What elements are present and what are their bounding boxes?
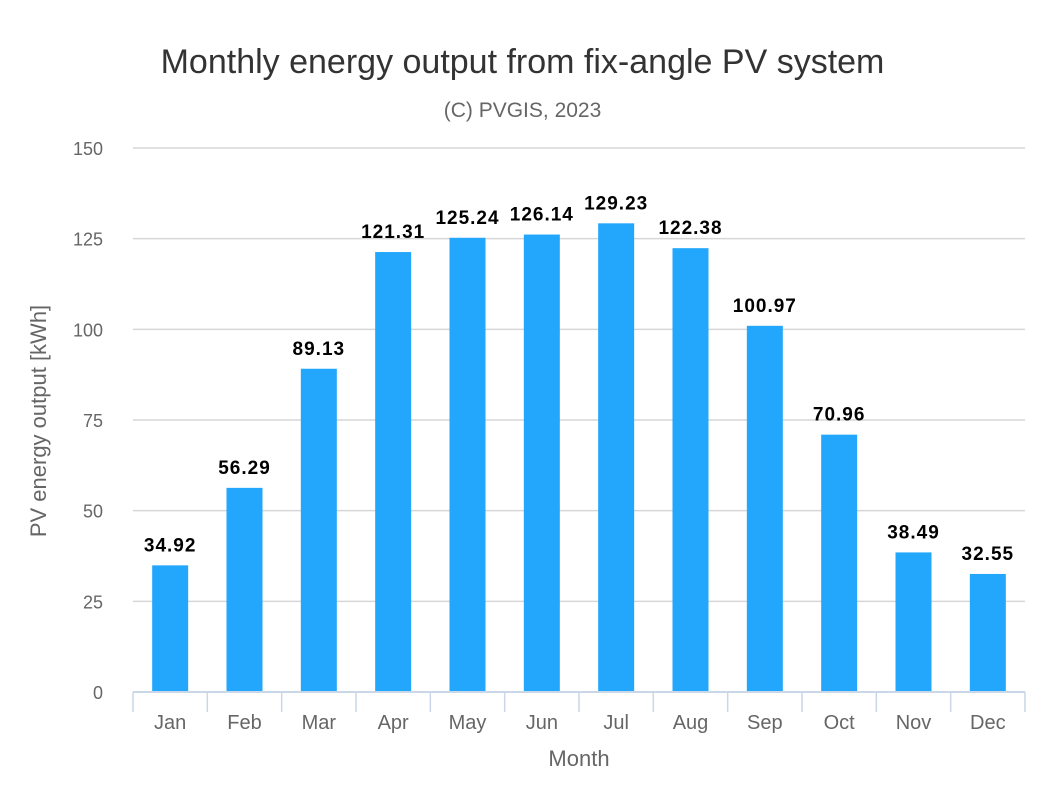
chart-title: Monthly energy output from fix-angle PV … — [0, 43, 1045, 82]
data-label: 121.31 — [361, 222, 425, 243]
data-label: 126.14 — [510, 205, 574, 226]
bar-feb — [226, 487, 263, 692]
bar-mar — [300, 368, 337, 692]
data-label: 38.49 — [887, 522, 940, 543]
data-label: 129.23 — [584, 193, 648, 214]
bar-may — [449, 237, 486, 692]
x-tick-label: Mar — [302, 712, 337, 734]
y-tick-label: 100 — [73, 320, 103, 340]
data-label: 34.92 — [144, 535, 197, 556]
data-label: 32.55 — [962, 544, 1015, 565]
y-tick-label: 75 — [83, 411, 103, 431]
gridlines — [133, 147, 1025, 603]
x-tick-label: Feb — [227, 712, 261, 734]
data-label: 56.29 — [218, 458, 271, 479]
y-tick-label: 50 — [83, 502, 103, 522]
x-tick-label: Nov — [896, 712, 932, 734]
y-axis-ticks: 0 25 50 75 100 125 150 — [73, 139, 103, 703]
x-tick-label: Aug — [673, 712, 709, 734]
bar-jul — [598, 223, 635, 692]
bar-jun — [523, 234, 560, 692]
x-tick-label: May — [449, 712, 487, 734]
x-tick-label: Oct — [824, 712, 856, 734]
chart-subtitle: (C) PVGIS, 2023 — [443, 99, 602, 122]
y-tick-label: 125 — [73, 230, 103, 250]
y-tick-label: 0 — [93, 683, 103, 703]
x-tick-label: Jul — [603, 712, 629, 734]
x-axis-title: Month — [548, 746, 609, 771]
data-label: 100.97 — [733, 296, 797, 317]
x-tick-label: Jun — [526, 712, 558, 734]
data-label: 70.96 — [813, 405, 866, 426]
x-tick-label: Dec — [970, 712, 1006, 734]
bar-oct — [821, 434, 858, 692]
bars — [152, 223, 1006, 693]
y-axis-title: PV energy output [kWh] — [26, 305, 51, 537]
chart-title-text: Monthly energy output from fix-angle PV … — [160, 43, 885, 81]
data-labels: 34.92 56.29 89.13 121.31 125.24 126.14 129.23 1… — [144, 193, 1015, 565]
y-tick-label: 150 — [73, 139, 103, 159]
data-label: 122.38 — [658, 218, 722, 239]
bar-aug — [672, 248, 709, 693]
x-tick-label: Sep — [747, 712, 783, 734]
bar-apr — [375, 252, 412, 692]
bar-jan — [152, 565, 189, 692]
data-label: 89.13 — [293, 339, 346, 360]
bar-nov — [895, 552, 932, 692]
y-tick-label: 25 — [83, 592, 103, 612]
data-label: 125.24 — [435, 208, 499, 229]
bar-dec — [969, 573, 1006, 692]
bar-sep — [746, 325, 783, 692]
x-axis: Jan Feb Mar Apr May Jun Jul Aug Sep Oct Nov Dec — [132, 691, 1026, 734]
x-tick-label: Apr — [378, 712, 409, 734]
x-tick-label: Jan — [154, 712, 186, 734]
